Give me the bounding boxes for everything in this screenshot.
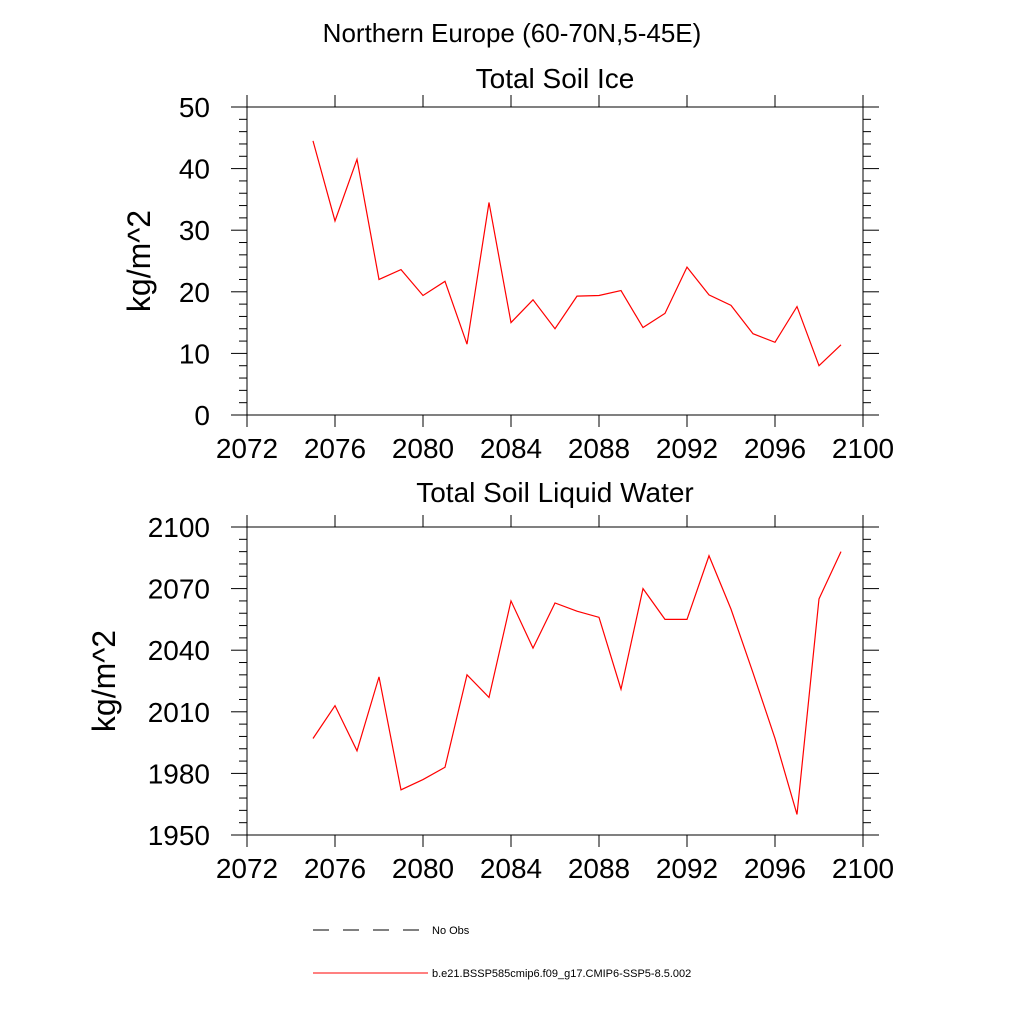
series-line — [312, 551, 842, 815]
x-tick-label: 2092 — [656, 433, 718, 464]
x-tick-label: 2076 — [304, 433, 366, 464]
x-tick-label: 2084 — [480, 853, 542, 884]
y-tick-label: 0 — [194, 400, 210, 431]
legend-item-model-run: b.e21.BSSP585cmip6.f09_g17.CMIP6-SSP5-8.… — [313, 968, 691, 980]
y-tick-label: 2040 — [148, 635, 210, 666]
figure-suptitle: Northern Europe (60-70N,5-45E) — [323, 18, 702, 48]
y-tick-label: 20 — [179, 277, 210, 308]
y-tick-label: 2070 — [148, 574, 210, 605]
plot-frame — [246, 526, 864, 836]
y-tick-label: 2100 — [148, 512, 210, 543]
axis-ticks — [231, 515, 879, 847]
x-tick-label: 2092 — [656, 853, 718, 884]
x-tick-label: 2088 — [568, 433, 630, 464]
y-tick-labels: 1950 1980 2010 2040 2070 2100 — [148, 512, 210, 851]
y-tick-label: 1980 — [148, 758, 210, 789]
legend-item-no-obs: No Obs — [313, 925, 470, 937]
x-tick-label: 2076 — [304, 853, 366, 884]
y-tick-label: 30 — [179, 215, 210, 246]
panel-title: Total Soil Ice — [476, 63, 635, 94]
panel-soil-ice: Total Soil Ice kg/m^2 2072 2076 2080 2084 20… — [121, 63, 894, 464]
y-tick-label: 50 — [179, 92, 210, 123]
series-group — [312, 551, 842, 815]
y-tick-label: 2010 — [148, 697, 210, 728]
y-tick-label: 40 — [179, 154, 210, 185]
legend: No Obs b.e21.BSSP585cmip6.f09_g17.CMIP6-… — [313, 925, 691, 980]
x-tick-label: 2072 — [216, 433, 278, 464]
panel-soil-liquid-water: Total Soil Liquid Water kg/m^2 2072 2076 2… — [86, 477, 894, 884]
x-tick-label: 2084 — [480, 433, 542, 464]
x-tick-label: 2072 — [216, 853, 278, 884]
x-tick-labels: 2072 2076 2080 2084 2088 2092 2096 2100 — [216, 853, 894, 884]
legend-label: b.e21.BSSP585cmip6.f09_g17.CMIP6-SSP5-8.… — [432, 968, 691, 980]
series-group — [312, 140, 842, 367]
legend-label: No Obs — [432, 925, 470, 937]
axis-ticks — [231, 95, 879, 427]
x-tick-label: 2088 — [568, 853, 630, 884]
y-tick-label: 10 — [179, 338, 210, 369]
y-tick-labels: 0 10 20 30 40 50 — [179, 92, 210, 431]
panel-title: Total Soil Liquid Water — [416, 477, 694, 508]
x-tick-label: 2096 — [744, 853, 806, 884]
x-tick-label: 2080 — [392, 853, 454, 884]
x-tick-label: 2100 — [832, 433, 894, 464]
x-tick-label: 2100 — [832, 853, 894, 884]
y-axis-label: kg/m^2 — [86, 630, 122, 732]
x-tick-label: 2080 — [392, 433, 454, 464]
y-axis-label: kg/m^2 — [121, 210, 157, 312]
plot-frame — [246, 106, 864, 416]
y-tick-label: 1950 — [148, 820, 210, 851]
series-line — [312, 140, 842, 367]
x-tick-labels: 2072 2076 2080 2084 2088 2092 2096 2100 — [216, 433, 894, 464]
x-tick-label: 2096 — [744, 433, 806, 464]
